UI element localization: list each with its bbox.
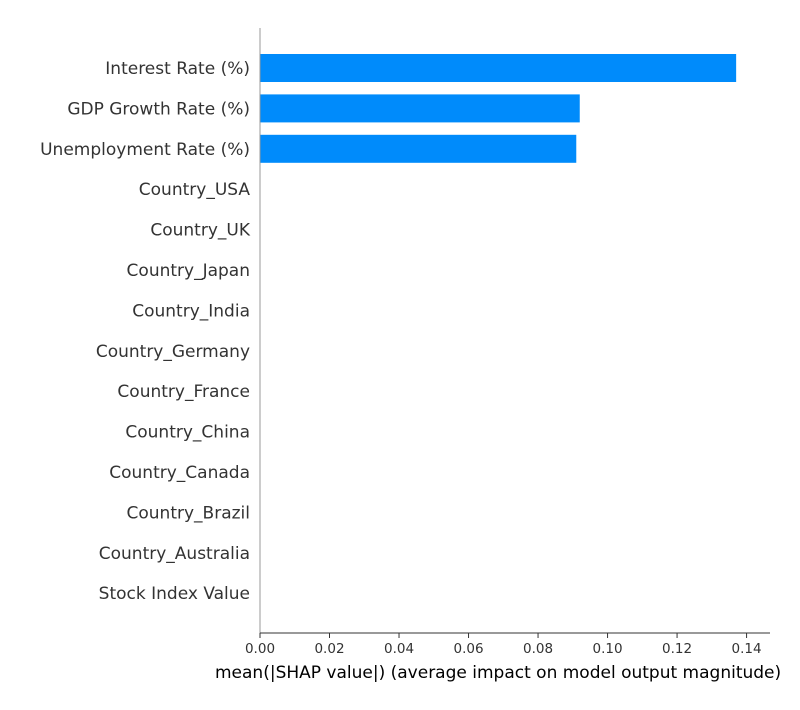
category-label-12: Country_Australia bbox=[99, 544, 250, 564]
category-label-0: Interest Rate (%) bbox=[105, 59, 250, 79]
category-label-7: Country_Germany bbox=[96, 342, 250, 362]
category-label-4: Country_UK bbox=[150, 221, 250, 241]
category-label-8: Country_France bbox=[117, 382, 250, 402]
x-tick-label-1: 0.02 bbox=[314, 641, 344, 657]
x-tick-label-5: 0.10 bbox=[593, 641, 623, 657]
x-tick-label-0: 0.00 bbox=[245, 641, 275, 657]
bar-2 bbox=[260, 134, 577, 163]
category-label-3: Country_USA bbox=[139, 180, 251, 200]
category-label-13: Stock Index Value bbox=[99, 584, 250, 604]
category-label-2: Unemployment Rate (%) bbox=[40, 140, 250, 160]
category-label-9: Country_China bbox=[125, 423, 250, 443]
category-labels: Interest Rate (%) GDP Growth Rate (%) Unem… bbox=[40, 59, 251, 604]
bar-0 bbox=[260, 54, 737, 82]
x-tick-label-4: 0.08 bbox=[523, 641, 553, 657]
category-label-1: GDP Growth Rate (%) bbox=[67, 99, 250, 119]
category-label-10: Country_Canada bbox=[109, 463, 250, 483]
x-axis-title: mean(|SHAP value|) (average impact on mo… bbox=[215, 663, 781, 683]
x-tick-label-7: 0.14 bbox=[732, 641, 762, 657]
x-tick-label-3: 0.06 bbox=[454, 641, 484, 657]
x-tick-label-2: 0.04 bbox=[384, 641, 414, 657]
category-label-11: Country_Brazil bbox=[127, 503, 250, 523]
x-ticks: 0.00 0.02 0.04 0.06 0.08 0.10 0.12 0.14 bbox=[245, 633, 762, 657]
category-label-6: Country_India bbox=[132, 301, 250, 321]
category-label-5: Country_Japan bbox=[127, 261, 250, 281]
bars-group bbox=[260, 54, 737, 163]
x-tick-label-6: 0.12 bbox=[662, 641, 692, 657]
bar-1 bbox=[260, 94, 580, 123]
